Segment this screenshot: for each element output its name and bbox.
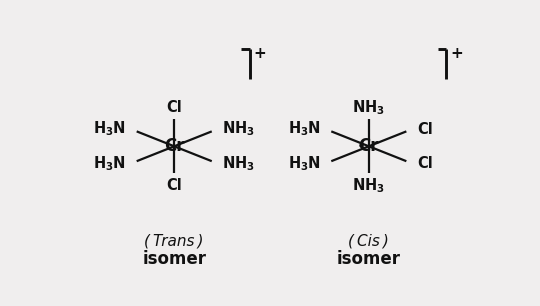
Text: isomer: isomer — [142, 250, 206, 268]
Text: $\mathbf{H_3N}$: $\mathbf{H_3N}$ — [288, 120, 321, 138]
Text: $\mathbf{NH_3}$: $\mathbf{NH_3}$ — [353, 176, 385, 195]
Text: Cl: Cl — [417, 156, 433, 171]
Text: Cr: Cr — [164, 137, 185, 155]
Text: Cl: Cl — [417, 121, 433, 136]
Text: +: + — [254, 46, 266, 61]
Text: $\mathbf{NH_3}$: $\mathbf{NH_3}$ — [353, 98, 385, 117]
Text: $\mathbf{H_3N}$: $\mathbf{H_3N}$ — [93, 154, 126, 173]
Text: isomer: isomer — [337, 250, 401, 268]
Text: Cr: Cr — [359, 137, 379, 155]
Text: $\mathbf{H_3N}$: $\mathbf{H_3N}$ — [288, 154, 321, 173]
Text: ( Trans ): ( Trans ) — [145, 233, 204, 248]
Text: ( Cis ): ( Cis ) — [348, 233, 389, 248]
Text: $\mathbf{NH_3}$: $\mathbf{NH_3}$ — [222, 154, 255, 173]
Text: $\mathbf{NH_3}$: $\mathbf{NH_3}$ — [222, 120, 255, 138]
Text: $\mathbf{H_3N}$: $\mathbf{H_3N}$ — [93, 120, 126, 138]
Text: Cl: Cl — [166, 178, 182, 193]
Text: +: + — [450, 46, 463, 61]
Text: Cl: Cl — [166, 100, 182, 115]
